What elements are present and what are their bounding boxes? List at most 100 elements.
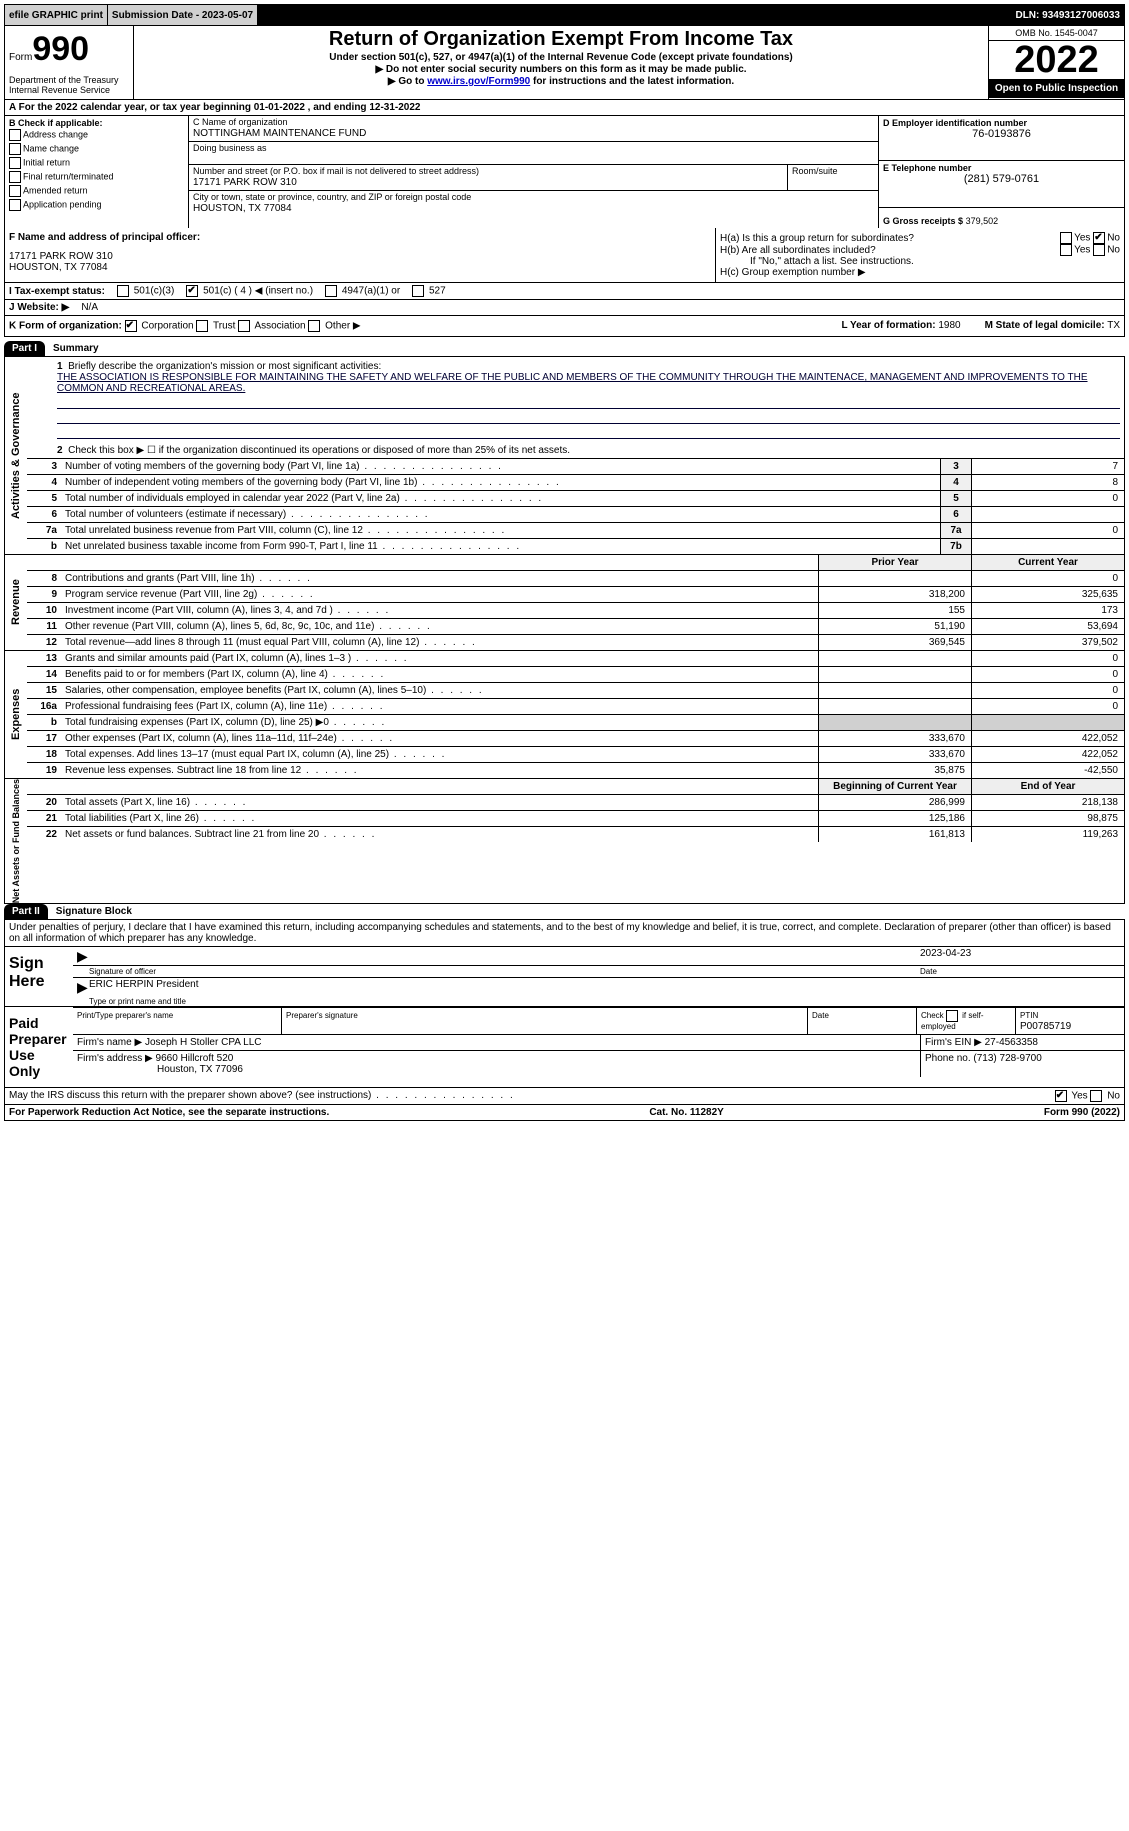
ha-label: H(a) Is this a group return for subordin… bbox=[720, 233, 960, 244]
table-row: 22Net assets or fund balances. Subtract … bbox=[27, 826, 1124, 842]
row-prior bbox=[818, 683, 971, 698]
tax-status-row: I Tax-exempt status: 501(c)(3) 501(c) ( … bbox=[4, 283, 1125, 300]
row-current: 119,263 bbox=[971, 827, 1124, 842]
row-desc: Revenue less expenses. Subtract line 18 … bbox=[61, 763, 818, 778]
f-addr2: HOUSTON, TX 77084 bbox=[9, 262, 711, 273]
table-row: 13Grants and similar amounts paid (Part … bbox=[27, 651, 1124, 666]
cb-address-change[interactable]: Address change bbox=[9, 128, 184, 142]
col-b-label: B Check if applicable: bbox=[9, 118, 184, 128]
ha-no[interactable] bbox=[1093, 232, 1105, 244]
subtitle-2: Do not enter social security numbers on … bbox=[136, 64, 986, 75]
info-grid: B Check if applicable: Address change Na… bbox=[4, 116, 1125, 228]
table-row: 14Benefits paid to or for members (Part … bbox=[27, 666, 1124, 682]
line-3-val: 7 bbox=[971, 459, 1124, 474]
m-val: TX bbox=[1107, 320, 1120, 331]
table-row: 8Contributions and grants (Part VIII, li… bbox=[27, 570, 1124, 586]
sig-date-label: Date bbox=[920, 967, 1120, 976]
row-prior: 161,813 bbox=[818, 827, 971, 842]
cb-final-return[interactable]: Final return/terminated bbox=[9, 170, 184, 184]
sig-declaration: Under penalties of perjury, I declare th… bbox=[5, 920, 1124, 947]
cb-initial-return[interactable]: Initial return bbox=[9, 156, 184, 170]
cb-name-change[interactable]: Name change bbox=[9, 142, 184, 156]
hdr-prior: Prior Year bbox=[818, 555, 971, 570]
dba-label: Doing business as bbox=[189, 142, 878, 154]
line-3: Number of voting members of the governin… bbox=[61, 459, 940, 474]
form-number: Form990 bbox=[9, 30, 129, 69]
ha-yes[interactable] bbox=[1060, 232, 1072, 244]
firm-phone: (713) 728-9700 bbox=[973, 1053, 1041, 1064]
firm-ein: 27-4563358 bbox=[985, 1037, 1038, 1048]
line-4: Number of independent voting members of … bbox=[61, 475, 940, 490]
cb-assoc[interactable] bbox=[238, 320, 250, 332]
row-desc: Program service revenue (Part VIII, line… bbox=[61, 587, 818, 602]
hb-no[interactable] bbox=[1093, 244, 1105, 256]
ein-label: D Employer identification number bbox=[883, 118, 1027, 128]
expenses-block: Expenses 13Grants and similar amounts pa… bbox=[4, 651, 1125, 779]
subtitle-3: Go to www.irs.gov/Form990 for instructio… bbox=[136, 76, 986, 87]
line-5-val: 0 bbox=[971, 491, 1124, 506]
row-current: 422,052 bbox=[971, 747, 1124, 762]
f-label: F Name and address of principal officer: bbox=[9, 232, 711, 243]
cb-501c3[interactable] bbox=[117, 285, 129, 297]
row-prior: 318,200 bbox=[818, 587, 971, 602]
tab-netassets: Net Assets or Fund Balances bbox=[5, 779, 27, 903]
cb-4947[interactable] bbox=[325, 285, 337, 297]
line-7b: Net unrelated business taxable income fr… bbox=[61, 539, 940, 554]
footer-right: Form 990 (2022) bbox=[1044, 1107, 1120, 1118]
cb-app-pending[interactable]: Application pending bbox=[9, 198, 184, 212]
row-prior: 35,875 bbox=[818, 763, 971, 778]
cb-corp[interactable] bbox=[125, 320, 137, 332]
table-row: 16aProfessional fundraising fees (Part I… bbox=[27, 698, 1124, 714]
line-6: Total number of volunteers (estimate if … bbox=[61, 507, 940, 522]
line-7a-val: 0 bbox=[971, 523, 1124, 538]
sign-here-label: Sign Here bbox=[5, 947, 73, 1006]
firm-name: Joseph H Stoller CPA LLC bbox=[145, 1037, 262, 1048]
discuss-yes[interactable] bbox=[1055, 1090, 1067, 1102]
cb-other[interactable] bbox=[308, 320, 320, 332]
cb-trust[interactable] bbox=[196, 320, 208, 332]
row-current: 325,635 bbox=[971, 587, 1124, 602]
revenue-block: Revenue Prior YearCurrent Year 8Contribu… bbox=[4, 555, 1125, 651]
row-prior bbox=[818, 699, 971, 714]
hb-yes[interactable] bbox=[1060, 244, 1072, 256]
row-prior: 51,190 bbox=[818, 619, 971, 634]
row-desc: Net assets or fund balances. Subtract li… bbox=[61, 827, 818, 842]
website-label: J Website: ▶ bbox=[9, 302, 69, 313]
discuss-no[interactable] bbox=[1090, 1090, 1102, 1102]
subtitle-1: Under section 501(c), 527, or 4947(a)(1)… bbox=[136, 52, 986, 63]
cb-527[interactable] bbox=[412, 285, 424, 297]
irs-link[interactable]: www.irs.gov/Form990 bbox=[427, 76, 530, 87]
room-label: Room/suite bbox=[788, 165, 878, 177]
table-row: 11Other revenue (Part VIII, column (A), … bbox=[27, 618, 1124, 634]
row-desc: Other expenses (Part IX, column (A), lin… bbox=[61, 731, 818, 746]
efile-print-button[interactable]: efile GRAPHIC print bbox=[5, 5, 108, 25]
firm-phone-label: Phone no. bbox=[925, 1053, 971, 1064]
tel: (281) 579-0761 bbox=[883, 173, 1120, 185]
k-label: K Form of organization: bbox=[9, 321, 122, 332]
tax-status-label: I Tax-exempt status: bbox=[9, 286, 105, 297]
m-label: M State of legal domicile: bbox=[985, 320, 1105, 331]
f-addr1: 17171 PARK ROW 310 bbox=[9, 251, 711, 262]
cb-self-employed[interactable] bbox=[946, 1010, 958, 1022]
org-name: NOTTINGHAM MAINTENANCE FUND bbox=[189, 128, 878, 141]
sign-date: 2023-04-23 bbox=[920, 948, 1120, 964]
row-prior: 286,999 bbox=[818, 795, 971, 810]
row-prior bbox=[818, 651, 971, 666]
l-label: L Year of formation: bbox=[841, 320, 935, 331]
tab-revenue: Revenue bbox=[5, 555, 27, 650]
table-row: 21Total liabilities (Part X, line 26)125… bbox=[27, 810, 1124, 826]
officer-name-label: Type or print name and title bbox=[73, 997, 1124, 1006]
row-prior: 125,186 bbox=[818, 811, 971, 826]
prep-date-label: Date bbox=[812, 1011, 829, 1020]
row-prior: 369,545 bbox=[818, 635, 971, 650]
hc-label: H(c) Group exemption number ▶ bbox=[720, 267, 1120, 278]
treasury-dept: Department of the Treasury Internal Reve… bbox=[9, 75, 129, 95]
paid-preparer-label: Paid Preparer Use Only bbox=[5, 1007, 73, 1087]
cb-amended[interactable]: Amended return bbox=[9, 184, 184, 198]
table-row: bTotal fundraising expenses (Part IX, co… bbox=[27, 714, 1124, 730]
cb-501c[interactable] bbox=[186, 285, 198, 297]
line-7a: Total unrelated business revenue from Pa… bbox=[61, 523, 940, 538]
org-name-label: C Name of organization bbox=[189, 116, 878, 128]
footer: For Paperwork Reduction Act Notice, see … bbox=[4, 1105, 1125, 1121]
brief-q: Briefly describe the organization's miss… bbox=[68, 361, 381, 372]
